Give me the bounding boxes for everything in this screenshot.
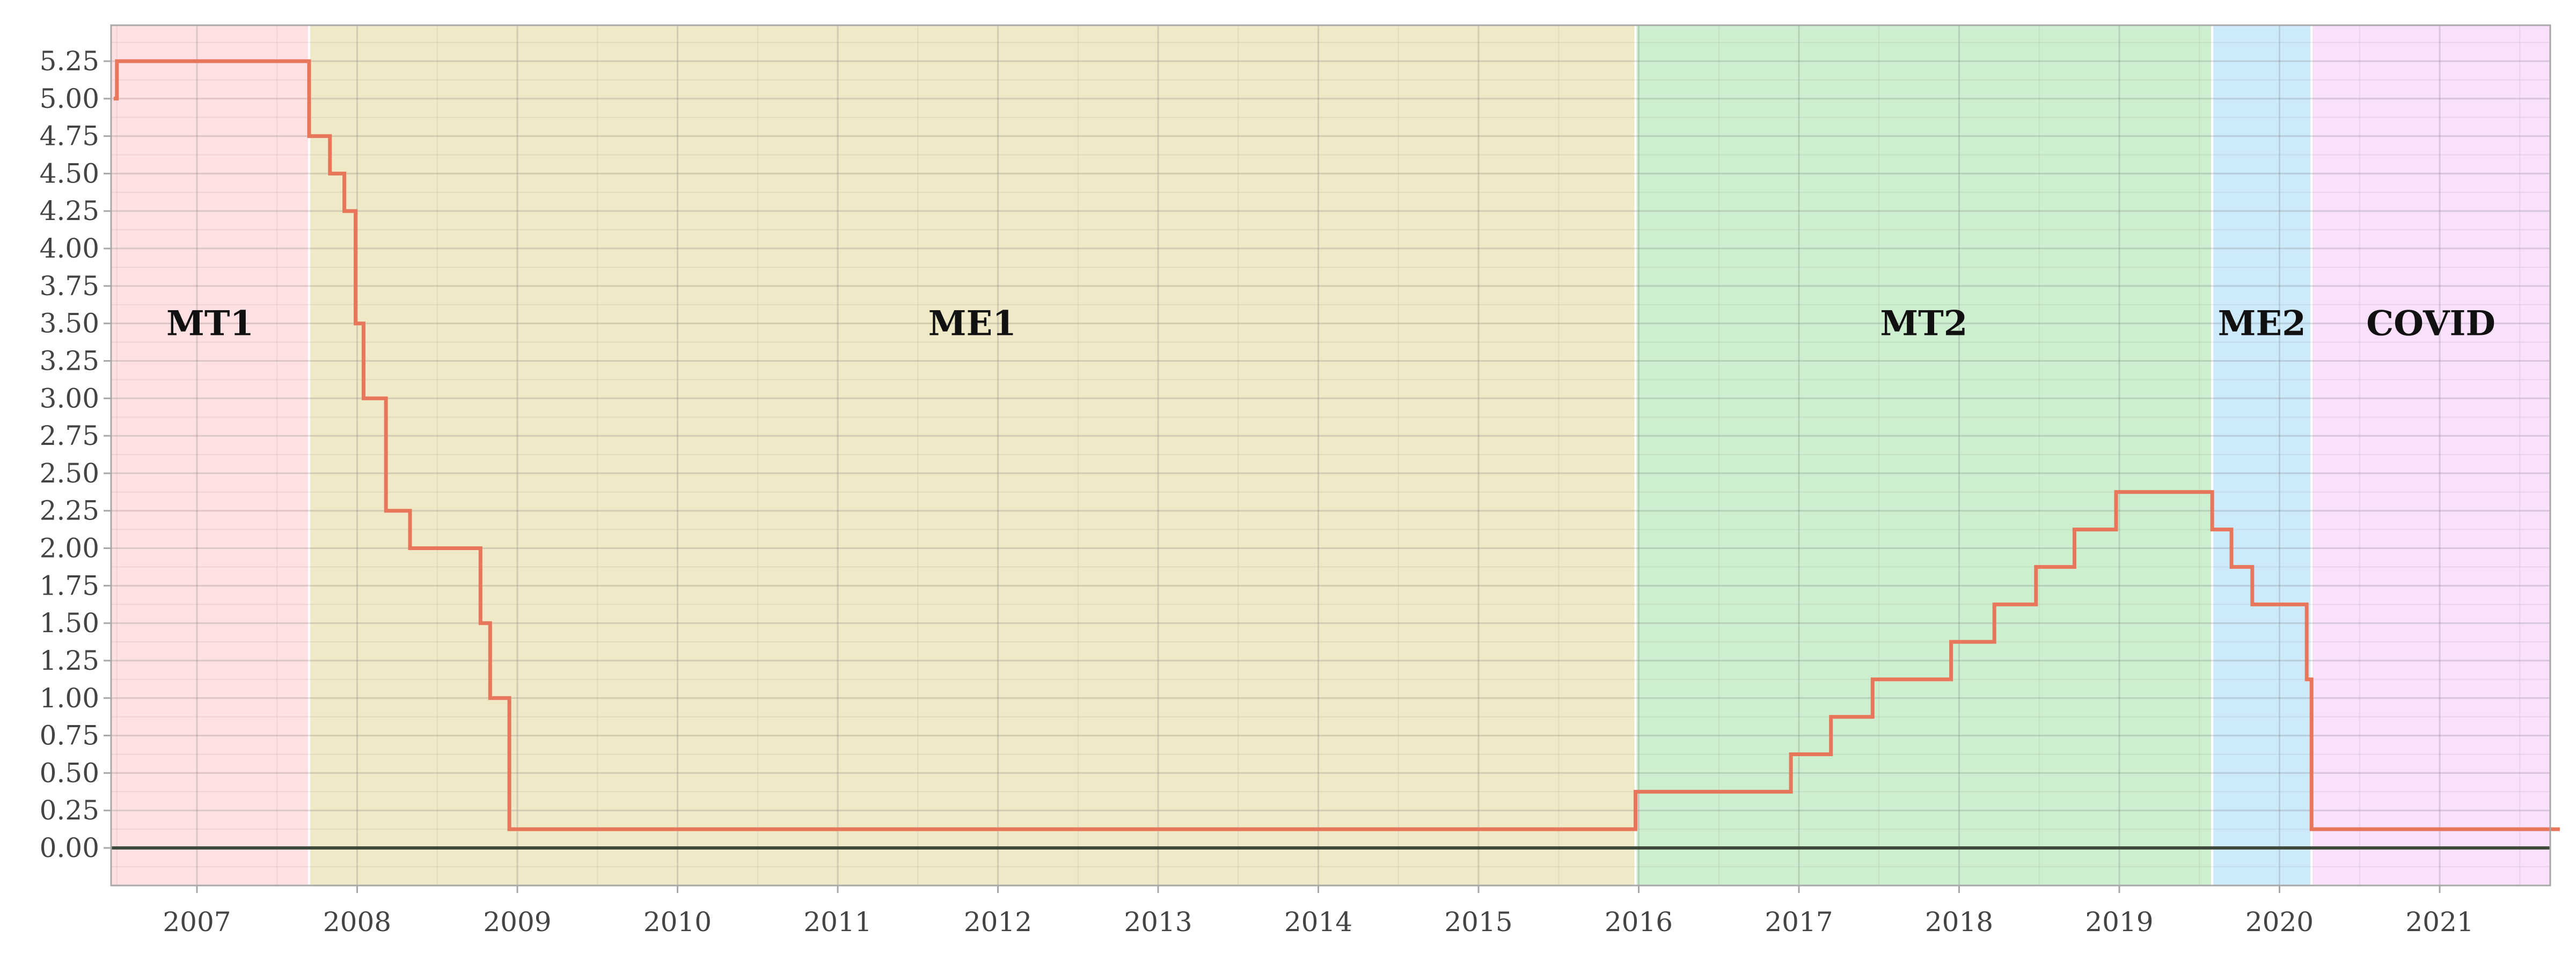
x-tick-label: 2015 <box>1444 906 1512 938</box>
x-tick-label: 2013 <box>1124 906 1192 938</box>
y-tick-label: 0.50 <box>40 757 99 788</box>
rate-series <box>113 59 2560 831</box>
y-tick-label: 3.00 <box>40 383 99 414</box>
x-axis-ticks: 2007 2008 2009 2010 2011 2012 2013 2014 2015 2016… <box>163 885 2474 938</box>
y-tick-label: 5.00 <box>40 83 99 114</box>
region-me1 <box>309 25 1636 885</box>
region-me2 <box>2212 25 2312 885</box>
y-tick-label: 0.25 <box>40 795 99 826</box>
x-tick-label: 2021 <box>2405 906 2473 938</box>
period-regions <box>111 25 2550 885</box>
y-tick-label: 5.25 <box>40 46 99 77</box>
y-tick-label: 4.50 <box>40 158 99 189</box>
y-tick-label: 1.50 <box>40 608 99 639</box>
x-tick-label: 2007 <box>163 906 231 938</box>
series-line-0 <box>113 59 2560 831</box>
y-tick-label: 2.75 <box>40 420 99 451</box>
y-tick-label: 4.25 <box>40 195 99 226</box>
x-tick-label: 2009 <box>483 906 551 938</box>
y-tick-label: 3.25 <box>40 345 99 376</box>
region-label-mt1: MT1 <box>166 304 254 344</box>
x-tick-label: 2014 <box>1284 906 1352 938</box>
region-label-mt2: MT2 <box>1880 304 1967 344</box>
y-tick-label: 4.75 <box>40 121 99 152</box>
x-tick-label: 2020 <box>2245 906 2314 938</box>
region-covid <box>2311 25 2550 885</box>
y-tick-label: 0.75 <box>40 720 99 751</box>
region-label-me1: ME1 <box>928 304 1016 344</box>
region-label-covid: COVID <box>2366 304 2496 344</box>
region-mt2 <box>1635 25 2213 885</box>
x-tick-label: 2018 <box>1925 906 1993 938</box>
x-tick-label: 2017 <box>1765 906 1833 938</box>
y-tick-label: 2.00 <box>40 533 99 564</box>
region-label-me2: ME2 <box>2218 304 2306 344</box>
y-tick-label: 1.25 <box>40 645 99 676</box>
y-tick-label: 3.50 <box>40 308 99 339</box>
x-tick-label: 2011 <box>803 906 872 938</box>
y-tick-label: 3.75 <box>40 270 99 302</box>
y-tick-label: 2.50 <box>40 458 99 489</box>
x-tick-label: 2008 <box>323 906 391 938</box>
grid <box>111 25 2550 885</box>
plot-frame <box>110 24 2551 887</box>
x-tick-label: 2019 <box>2085 906 2153 938</box>
y-tick-label: 1.00 <box>40 683 99 714</box>
y-tick-label: 4.00 <box>40 233 99 264</box>
y-axis-ticks: 0.00 0.25 0.50 0.75 1.00 1.25 1.50 1.75 2.00 2.25… <box>40 46 111 863</box>
x-tick-label: 2016 <box>1605 906 1673 938</box>
x-tick-label: 2012 <box>964 906 1032 938</box>
x-tick-label: 2010 <box>643 906 712 938</box>
y-tick-label: 2.25 <box>40 495 99 526</box>
region-mt1 <box>111 25 309 885</box>
y-tick-label: 0.00 <box>40 832 99 863</box>
y-tick-label: 1.75 <box>40 570 99 601</box>
region-labels: MT1 ME1 MT2 ME2 COVID <box>166 304 2496 344</box>
